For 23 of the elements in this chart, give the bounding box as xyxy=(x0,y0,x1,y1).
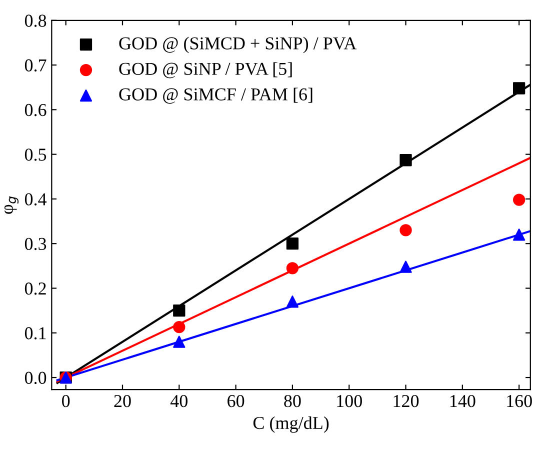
y-tick-label: 0.5 xyxy=(24,148,46,161)
y-tick-label: 0.7 xyxy=(24,59,46,72)
y-tick-label: 0.1 xyxy=(24,327,46,340)
x-tick-label: 20 xyxy=(114,394,131,408)
y-tick-label: 0.2 xyxy=(24,282,46,295)
x-tick-label: 80 xyxy=(284,394,301,408)
x-axis-title: C (mg/dL) xyxy=(253,416,329,433)
x-tick-label: 40 xyxy=(170,394,188,408)
legend-label: GOD @ SiMCF / PAM [6] xyxy=(119,88,312,104)
x-tick-label: 0 xyxy=(62,394,70,408)
y-tick-label: 0.6 xyxy=(24,104,46,116)
x-tick-label: 100 xyxy=(337,394,362,408)
x-tick-label: 160 xyxy=(507,394,532,408)
y-tick-label: 0.0 xyxy=(24,372,46,384)
y-tick-label: 0.3 xyxy=(24,238,46,250)
y-tick-label: 0.8 xyxy=(24,14,46,27)
x-tick-label: 140 xyxy=(450,394,476,408)
y-axis-title: φ$_{g}$ xyxy=(4,196,19,214)
x-tick-label: 120 xyxy=(394,394,419,408)
y-tick-label: 0.4 xyxy=(24,193,47,206)
legend-label: GOD @ SiNP / PVA [5] xyxy=(119,62,292,78)
legend-label: GOD @ (SiMCD + SiNP) / PVA xyxy=(119,36,357,54)
x-tick-label: 60 xyxy=(228,394,244,408)
